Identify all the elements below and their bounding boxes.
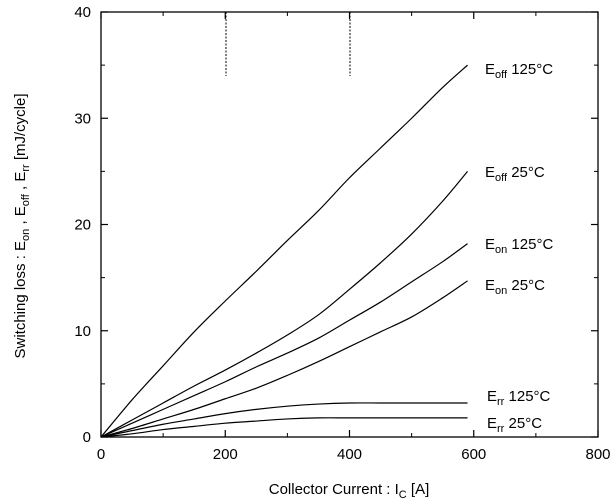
series-label-eon-25: Eon 25°C: [485, 277, 545, 297]
y-tick-label: 0: [83, 429, 91, 446]
series-labels: Eoff 125°C Eoff 25°C Eon 125°C Eon 25°C …: [485, 61, 553, 435]
x-tick-label: 600: [461, 446, 486, 463]
series-label-eoff-25: Eoff 25°C: [485, 164, 545, 184]
x-tick-label: 400: [337, 446, 362, 463]
series-line-err-25: [100, 417, 468, 438]
y-tick-label: 20: [74, 217, 91, 234]
x-axis-title: Collector Current : IC [A]: [269, 481, 430, 501]
series-label-eoff-125: Eoff 125°C: [485, 61, 553, 81]
series-lines: [100, 64, 469, 438]
series-line-eoff-125: [100, 64, 468, 438]
series-label-eon-125: Eon 125°C: [485, 236, 553, 256]
y-tick-label: 30: [74, 110, 91, 127]
series-line-err-125: [100, 402, 468, 438]
x-tick-label: 800: [585, 446, 610, 463]
axis-tick-labels: 0 200 400 600 800 0 10 20 30 40: [74, 4, 610, 463]
x-tick-label: 0: [97, 446, 105, 463]
y-tick-label: 40: [74, 4, 91, 21]
y-axis-title: Switching loss : Eon , Eoff , Err [mJ/cy…: [12, 93, 32, 358]
y-tick-label: 10: [74, 323, 91, 340]
series-label-err-25: Err 25°C: [487, 415, 542, 435]
series-label-err-125: Err 125°C: [487, 388, 551, 408]
series-line-eoff-25: [100, 170, 469, 438]
axis-ticks: [100, 11, 599, 438]
series-line-eon-25: [100, 280, 468, 438]
x-tick-label: 200: [213, 446, 238, 463]
series-line-eon-125: [100, 243, 468, 438]
